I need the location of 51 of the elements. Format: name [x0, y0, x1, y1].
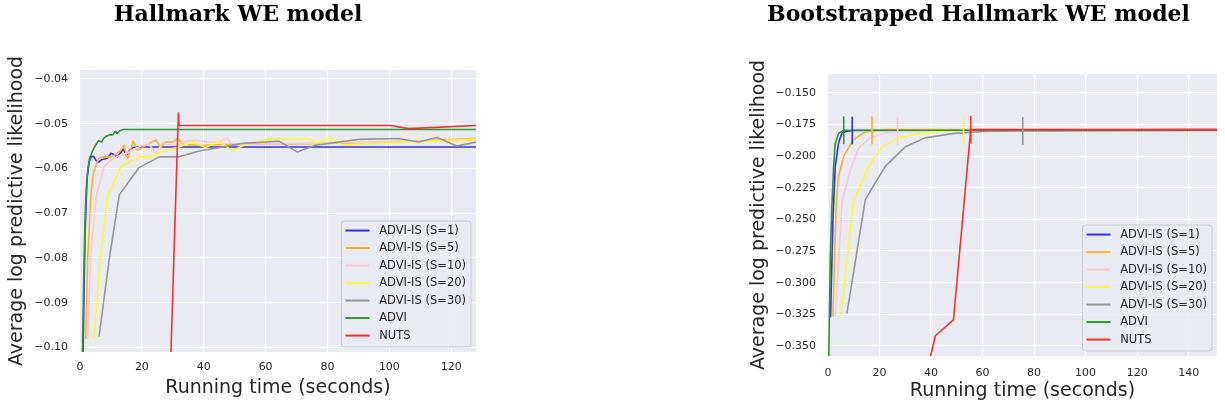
y-tick-label: −0.150 [775, 85, 816, 99]
x-tick-label: 140 [1178, 366, 1200, 380]
y-tick-label: −0.225 [775, 180, 816, 194]
x-tick-label: 0 [76, 360, 84, 374]
legend-label: ADVI [379, 310, 407, 325]
x-tick-label: 80 [1027, 366, 1042, 380]
x-tick-label: 100 [378, 360, 400, 374]
x-tick-label: 0 [824, 366, 832, 380]
x-tick-label: 120 [1126, 366, 1148, 380]
y-axis-title: Average log predictive likelihood [4, 55, 27, 367]
y-tick-label: −0.200 [775, 149, 816, 163]
chart-title: Bootstrapped Hallmark WE model [767, 0, 1190, 26]
x-tick-label: 60 [258, 360, 273, 374]
legend-label: ADVI-IS (S=1) [1120, 226, 1200, 241]
legend-label: ADVI-IS (S=30) [379, 292, 467, 307]
x-tick-label: 40 [196, 360, 211, 374]
x-axis-title: Running time (seconds) [165, 374, 391, 397]
legend-label: ADVI-IS (S=10) [1120, 261, 1208, 276]
y-tick-label: −0.350 [775, 338, 816, 352]
x-tick-label: 120 [440, 360, 462, 374]
legend-label: ADVI [1120, 314, 1148, 329]
legend-label: NUTS [1120, 331, 1152, 346]
y-tick-label: −0.250 [775, 212, 816, 226]
x-tick-label: 20 [872, 366, 887, 380]
legend-label: ADVI-IS (S=20) [1120, 279, 1208, 294]
y-tick-label: −0.300 [775, 275, 816, 289]
legend-label: ADVI-IS (S=10) [379, 257, 467, 272]
legend-label: NUTS [379, 327, 411, 342]
y-tick-label: −0.325 [775, 307, 816, 321]
y-tick-label: −0.09 [34, 295, 68, 309]
y-tick-label: −0.06 [34, 161, 68, 175]
y-axis-title: Average log predictive likelihood [746, 59, 769, 371]
legend-label: ADVI-IS (S=1) [379, 222, 459, 237]
legend-label: ADVI-IS (S=30) [1120, 296, 1208, 311]
legend-label: ADVI-IS (S=5) [1120, 244, 1200, 259]
x-tick-label: 40 [924, 366, 939, 380]
y-tick-label: −0.275 [775, 243, 816, 257]
x-tick-label: 80 [320, 360, 335, 374]
x-tick-label: 20 [134, 360, 149, 374]
legend-label: ADVI-IS (S=20) [379, 275, 467, 290]
x-axis-title: Running time (seconds) [909, 377, 1136, 400]
chart-title: Hallmark WE model [113, 0, 363, 26]
x-tick-label: 60 [975, 366, 990, 380]
legend-label: ADVI-IS (S=5) [379, 240, 459, 255]
y-tick-label: −0.07 [34, 206, 68, 220]
y-tick-label: −0.10 [34, 340, 68, 354]
y-tick-label: −0.08 [34, 250, 68, 264]
y-tick-label: −0.05 [34, 116, 68, 130]
y-tick-label: −0.04 [34, 71, 68, 85]
x-tick-label: 100 [1075, 366, 1097, 380]
y-tick-label: −0.175 [775, 117, 816, 131]
